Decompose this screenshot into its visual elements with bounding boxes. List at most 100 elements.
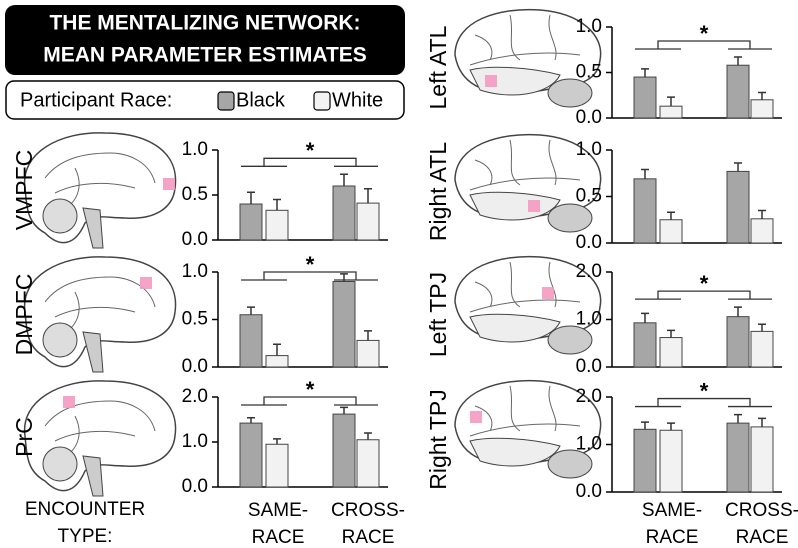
cerebellum bbox=[547, 203, 593, 233]
bar bbox=[659, 219, 683, 244]
bar bbox=[239, 314, 263, 368]
x-tick-label: RACE bbox=[342, 527, 395, 548]
error-bar bbox=[364, 432, 372, 440]
x-tick-label: SAME- bbox=[248, 500, 308, 521]
x-tick-label: RACE bbox=[252, 527, 305, 548]
title-box bbox=[5, 5, 405, 75]
bar bbox=[726, 64, 750, 119]
y-tick-label: 0.5 bbox=[182, 309, 208, 330]
y-tick-label: 0.0 bbox=[182, 229, 208, 250]
bar bbox=[633, 178, 657, 244]
significance-marker: * bbox=[306, 138, 315, 163]
error-bar bbox=[641, 168, 649, 179]
brain-illustration bbox=[454, 379, 602, 479]
y-tick-label: 2.0 bbox=[576, 386, 602, 407]
bar bbox=[750, 330, 774, 368]
x-tick-label: RACE bbox=[736, 527, 789, 548]
y-tick-label: 0.5 bbox=[576, 62, 602, 83]
error-bar bbox=[734, 56, 742, 66]
bar bbox=[726, 422, 750, 493]
region-label: Right TPJ bbox=[425, 389, 451, 490]
error-bar bbox=[758, 91, 766, 100]
bar bbox=[659, 429, 683, 493]
brain-illustration bbox=[454, 8, 602, 108]
x-tick-label: RACE bbox=[646, 527, 699, 548]
error-bar bbox=[273, 438, 281, 445]
brain-folds bbox=[469, 139, 581, 191]
legend-text: Black bbox=[236, 89, 286, 111]
roi-highlight bbox=[528, 200, 540, 212]
bar bbox=[750, 426, 774, 493]
error-bar bbox=[273, 343, 281, 356]
error-bar bbox=[340, 173, 348, 186]
bar bbox=[750, 218, 774, 244]
roi-highlight bbox=[140, 277, 152, 289]
error-bar bbox=[364, 187, 372, 204]
error-bar bbox=[247, 306, 255, 315]
region-label: Left TPJ bbox=[425, 272, 451, 357]
bracket bbox=[657, 397, 751, 407]
temporal-lobe bbox=[469, 437, 561, 467]
bar bbox=[750, 99, 774, 119]
cerebellum bbox=[547, 325, 593, 355]
y-tick-label: 0.0 bbox=[576, 481, 602, 502]
error-bar bbox=[758, 417, 766, 427]
brain-illustration bbox=[23, 256, 177, 373]
error-bar bbox=[641, 68, 649, 78]
brainstem bbox=[82, 331, 104, 373]
brain-illustration bbox=[23, 380, 177, 497]
brain-folds bbox=[469, 14, 581, 66]
error-bar bbox=[667, 96, 675, 107]
cerebellum bbox=[547, 78, 593, 108]
bar bbox=[633, 322, 657, 368]
error-bar bbox=[641, 312, 649, 323]
bracket bbox=[657, 290, 751, 300]
error-bar bbox=[641, 421, 649, 430]
bar bbox=[633, 76, 657, 119]
bar bbox=[356, 439, 380, 488]
bar bbox=[659, 105, 683, 119]
y-tick-label: 1.0 bbox=[182, 261, 208, 282]
bar bbox=[239, 422, 263, 488]
bar bbox=[265, 443, 289, 488]
y-tick-label: 0.0 bbox=[576, 232, 602, 253]
bracket bbox=[263, 157, 357, 167]
bracket bbox=[657, 40, 751, 50]
cerebellum bbox=[42, 446, 78, 482]
y-tick-label: 2.0 bbox=[182, 386, 208, 407]
error-bar bbox=[340, 406, 348, 415]
legend-swatch bbox=[313, 91, 331, 111]
y-tick-label: 1.0 bbox=[576, 434, 602, 455]
y-tick-label: 0.5 bbox=[576, 186, 602, 207]
legend-swatch bbox=[217, 91, 235, 111]
region-label: PrC bbox=[11, 417, 37, 457]
temporal-lobe bbox=[469, 191, 561, 221]
bar bbox=[633, 428, 657, 493]
x-tick-label: SAME- bbox=[642, 500, 702, 521]
brain-folds bbox=[469, 385, 581, 437]
roi-highlight bbox=[485, 75, 497, 87]
legend-label: Participant Race: bbox=[20, 89, 172, 111]
roi-highlight bbox=[63, 396, 75, 408]
error-bar bbox=[247, 416, 255, 424]
x-tick-label: CROSS- bbox=[725, 500, 798, 521]
significance-marker: * bbox=[306, 252, 315, 277]
y-tick-label: 0.0 bbox=[182, 356, 208, 377]
bar bbox=[332, 185, 356, 241]
temporal-lobe bbox=[469, 66, 561, 96]
error-bar bbox=[667, 422, 675, 431]
brain-illustration bbox=[454, 255, 602, 355]
y-tick-label: 1.0 bbox=[576, 16, 602, 37]
y-tick-label: 0.0 bbox=[182, 476, 208, 497]
bar bbox=[356, 339, 380, 368]
error-bar bbox=[734, 162, 742, 172]
region-label: Right ATL bbox=[425, 142, 451, 241]
significance-marker: * bbox=[700, 378, 709, 403]
roi-highlight bbox=[542, 287, 554, 299]
brain-folds bbox=[469, 261, 581, 313]
x-label: TYPE: bbox=[58, 526, 113, 547]
brain-illustration bbox=[23, 132, 177, 249]
y-tick-label: 1.0 bbox=[182, 139, 208, 160]
